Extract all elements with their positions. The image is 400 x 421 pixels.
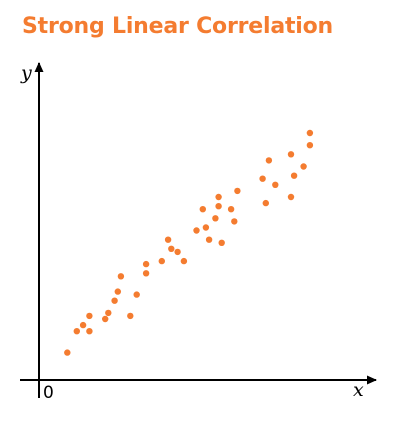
- data-point-2: [73, 328, 81, 335]
- origin-label: 0: [43, 383, 54, 403]
- data-point-38: [300, 163, 307, 170]
- data-point-21: [199, 206, 206, 213]
- data-point-26: [215, 193, 222, 201]
- data-point-27: [218, 239, 225, 246]
- data-point-29: [231, 218, 238, 225]
- data-point-11: [127, 312, 134, 320]
- data-point-3: [79, 321, 87, 329]
- data-point-19: [180, 257, 188, 265]
- data-point-36: [287, 193, 295, 201]
- data-point-32: [262, 199, 269, 207]
- data-point-15: [158, 257, 165, 265]
- data-point-12: [133, 291, 140, 298]
- data-point-4: [86, 328, 93, 335]
- data-point-9: [114, 288, 122, 295]
- data-point-16: [164, 236, 172, 243]
- data-point-31: [259, 175, 266, 182]
- data-point-7: [105, 309, 112, 317]
- y-axis-label: y: [20, 62, 32, 84]
- data-point-39: [306, 142, 314, 149]
- chart-title: Strong Linear Correlation: [22, 14, 333, 39]
- data-point-35: [287, 151, 295, 158]
- data-point-18: [174, 248, 181, 256]
- data-point-28: [227, 206, 235, 213]
- data-point-1: [64, 349, 71, 356]
- x-axis-label: x: [353, 379, 364, 401]
- data-point-6: [102, 315, 109, 323]
- data-point-30: [234, 187, 241, 195]
- data-points: [64, 129, 314, 356]
- data-point-8: [111, 297, 118, 304]
- data-point-40: [306, 129, 314, 137]
- data-point-17: [168, 245, 175, 252]
- data-point-13: [142, 270, 150, 277]
- data-point-37: [290, 172, 298, 179]
- data-point-22: [202, 224, 210, 231]
- data-point-5: [86, 312, 93, 320]
- data-point-25: [215, 203, 222, 210]
- data-point-20: [193, 227, 200, 234]
- data-point-23: [205, 236, 213, 243]
- data-point-24: [212, 215, 219, 222]
- data-point-34: [272, 181, 279, 188]
- data-point-33: [265, 157, 273, 164]
- data-point-14: [142, 260, 150, 268]
- data-point-10: [117, 273, 125, 280]
